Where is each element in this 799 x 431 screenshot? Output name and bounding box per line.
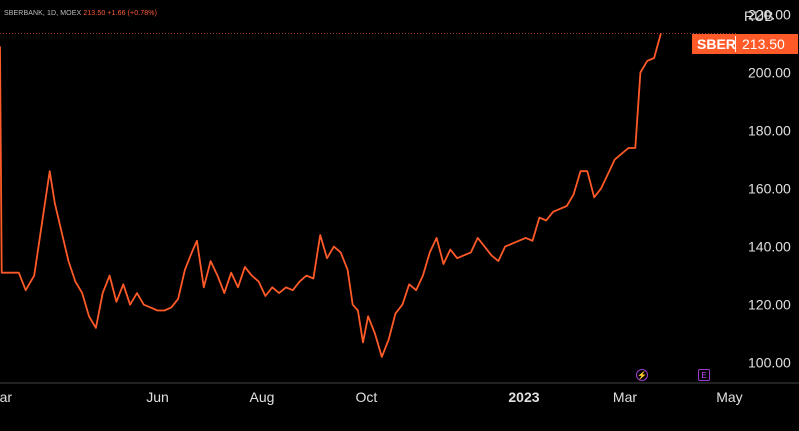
y-axis[interactable]: 100.00 120.00 140.00 160.00 180.00 200.00 220.… xyxy=(748,7,791,371)
y-tick-label: 200.00 xyxy=(748,65,791,81)
earnings-icon[interactable]: E xyxy=(698,369,710,381)
y-tick-label: 120.00 xyxy=(748,297,791,313)
y-tick-label: 100.00 xyxy=(748,355,791,371)
price-tag-symbol: SBER xyxy=(697,36,736,52)
x-tick-label: Mar xyxy=(0,389,12,405)
earnings-marker-glyph: E xyxy=(701,371,707,380)
y-tick-label: 160.00 xyxy=(748,181,791,197)
last-price-tag: SBER 213.50 xyxy=(692,34,798,54)
currency-label: RUB xyxy=(744,8,774,24)
price-change-info: 213.50 +1.66 (+0.78%) xyxy=(83,10,158,17)
chart-header: SBERBANK, 1D, MOEX 213.50 +1.66 (+0.78%) xyxy=(4,10,157,17)
price-tag-value: 213.50 xyxy=(742,36,785,52)
y-tick-label: 140.00 xyxy=(748,239,791,255)
lightning-icon[interactable]: ⚡ xyxy=(636,369,648,381)
y-tick-label: 180.00 xyxy=(748,123,791,139)
symbol-info: SBERBANK, 1D, MOEX xyxy=(4,10,82,17)
x-tick-label: Jun xyxy=(146,389,169,405)
price-tag-divider xyxy=(735,36,736,52)
price-series-line[interactable] xyxy=(0,33,662,358)
x-tick-label: 2023 xyxy=(508,389,539,405)
x-tick-label: May xyxy=(716,389,742,405)
x-tick-label: Aug xyxy=(250,389,275,405)
x-tick-label: Mar xyxy=(613,389,637,405)
dividend-marker-glyph: ⚡ xyxy=(637,371,647,380)
y-tick-label: 220.00 xyxy=(748,7,791,23)
x-tick-label: Oct xyxy=(356,389,378,405)
x-axis[interactable]: Mar Jun Aug Oct 2023 Mar May xyxy=(0,389,743,405)
